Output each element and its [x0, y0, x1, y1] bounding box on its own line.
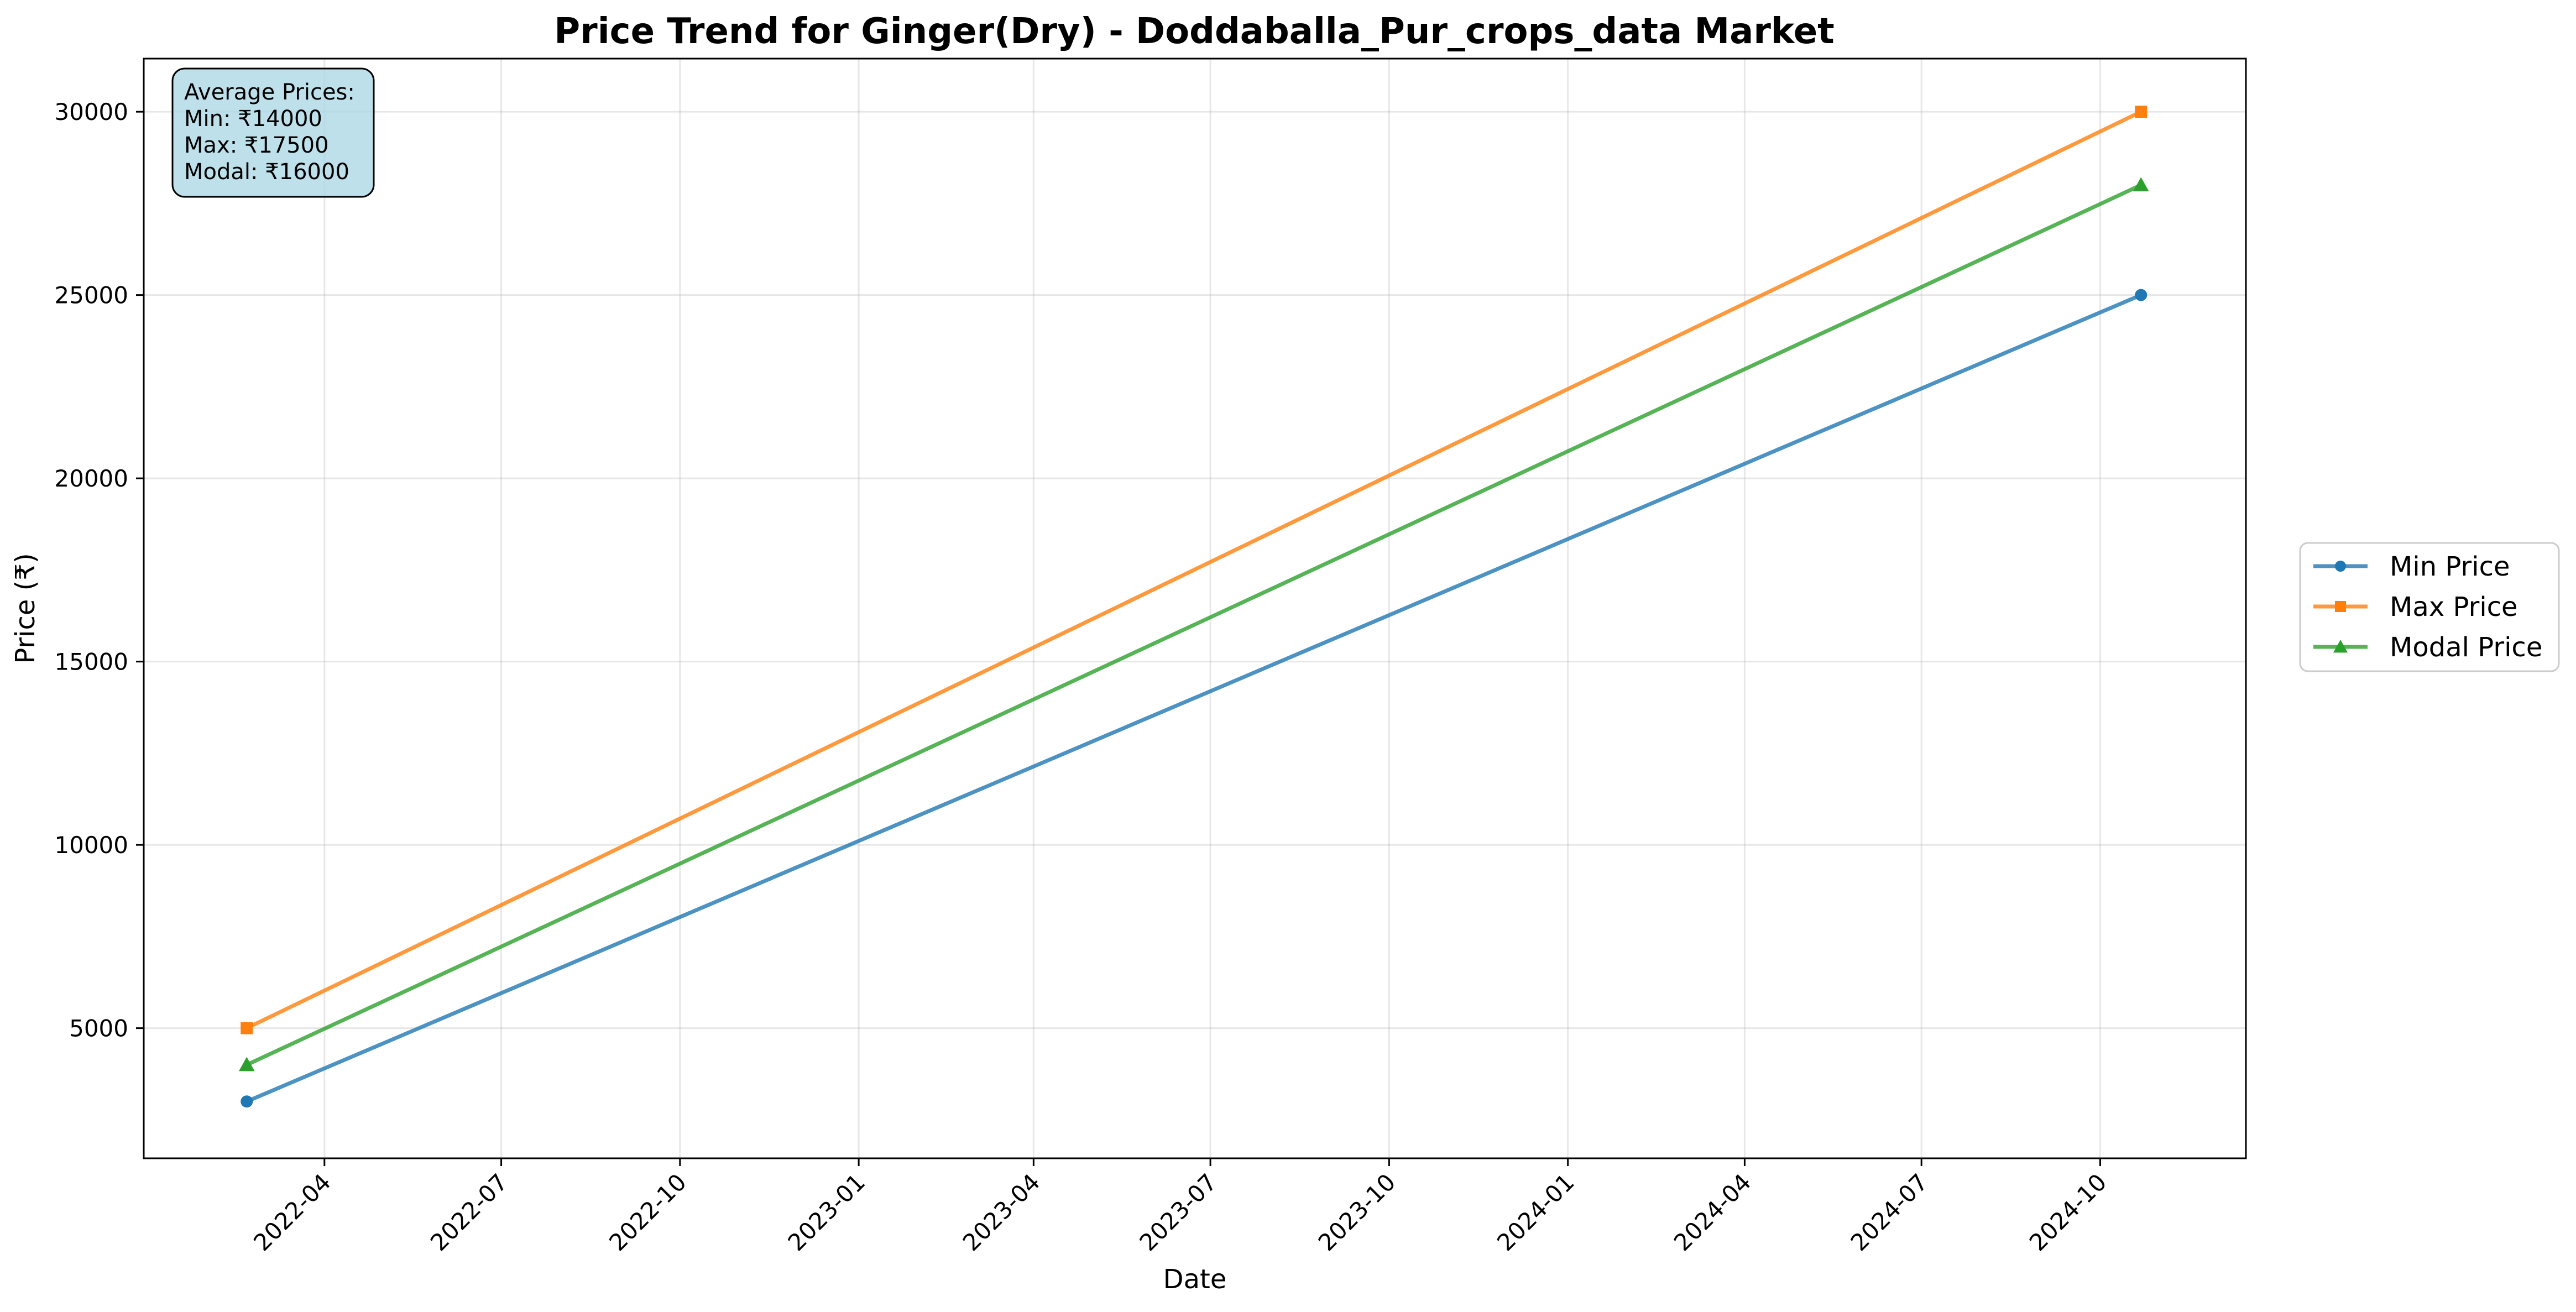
data-point	[2133, 177, 2149, 192]
y-tick-label: 30000	[54, 98, 128, 126]
x-axis-label: Date	[1163, 1264, 1227, 1295]
data-point	[241, 1095, 253, 1108]
legend-marker	[2335, 601, 2346, 612]
plot-area-frame	[143, 58, 2247, 1159]
series-line	[245, 183, 2142, 1067]
y-tick-label: 5000	[69, 1015, 128, 1042]
x-tick-label: 2022-04	[248, 1168, 336, 1256]
series-line	[245, 109, 2142, 1030]
legend-marker	[2333, 640, 2348, 653]
y-tick-label: 25000	[54, 282, 128, 309]
x-tick-label: 2023-07	[1134, 1168, 1222, 1256]
y-tick-label: 20000	[54, 465, 128, 492]
y-axis-label: Price (₹)	[10, 553, 41, 663]
legend-label: Min Price	[2390, 551, 2510, 582]
y-tick-label: 15000	[54, 649, 128, 676]
data-point	[241, 1022, 253, 1034]
legend-label: Modal Price	[2390, 632, 2542, 663]
series-modal-price	[238, 177, 2149, 1071]
series-line	[245, 293, 2142, 1104]
data-point	[238, 1057, 255, 1071]
grid	[144, 59, 2246, 1158]
x-tick-label: 2022-07	[425, 1168, 513, 1256]
x-axis-ticks: 2022-04 2022-07 2022-10 2023-01 2023-04 2023-…	[248, 1158, 2112, 1256]
data-point	[2135, 289, 2147, 301]
x-tick-label: 2023-10	[1313, 1168, 1401, 1256]
annotation-line: Max: ₹17500	[184, 133, 329, 158]
series-max-price	[241, 106, 2147, 1034]
legend-item: Min Price	[2313, 551, 2510, 582]
legend-label: Max Price	[2390, 592, 2518, 623]
annotation-line: Min: ₹14000	[184, 106, 322, 132]
annotation-line: Average Prices:	[184, 80, 355, 105]
x-tick-label: 2023-01	[782, 1168, 870, 1256]
x-tick-label: 2024-07	[1846, 1168, 1934, 1256]
x-tick-label: 2024-04	[1669, 1168, 1757, 1256]
y-axis-ticks: 5000 10000 15000 20000 25000 30000	[54, 98, 144, 1042]
series-min-price	[241, 289, 2147, 1108]
data-point	[2135, 106, 2147, 118]
x-tick-label: 2024-01	[1492, 1168, 1580, 1256]
legend-item: Modal Price	[2313, 632, 2542, 663]
annotation-line: Modal: ₹16000	[184, 159, 349, 185]
annotation-background	[171, 67, 375, 198]
legend-frame	[2299, 542, 2560, 672]
x-tick-label: 2023-04	[958, 1168, 1046, 1256]
legend-marker	[2335, 561, 2346, 572]
x-tick-label: 2022-10	[604, 1168, 692, 1256]
legend: Min Price Max Price Modal Price	[2299, 542, 2560, 672]
chart-title: Price Trend for Ginger(Dry) - Doddaballa…	[554, 11, 1835, 52]
legend-item: Max Price	[2313, 592, 2518, 623]
y-tick-label: 10000	[54, 832, 128, 859]
series-layer	[238, 106, 2149, 1108]
x-tick-label: 2024-10	[2024, 1168, 2112, 1256]
